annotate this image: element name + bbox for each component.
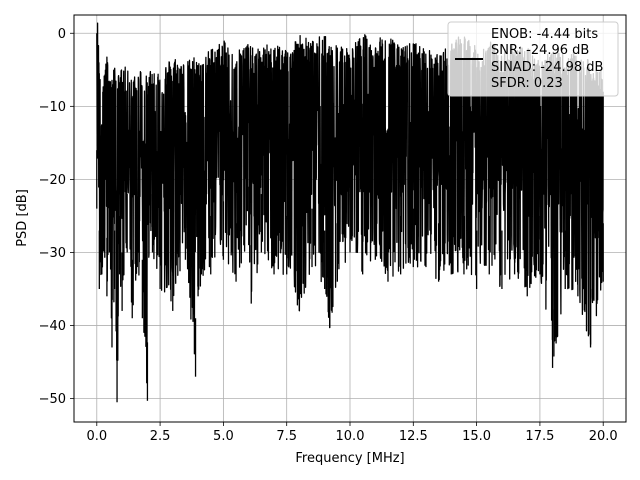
x-axis-label: Frequency [MHz] xyxy=(295,451,404,466)
legend-snr: SNR: -24.96 dB xyxy=(491,43,589,58)
x-tick-label: 20.0 xyxy=(589,429,618,444)
x-tick-label: 10.0 xyxy=(336,429,365,444)
psd-series-line xyxy=(96,22,604,384)
x-tick-label: 2.5 xyxy=(150,429,171,444)
y-tick-label: −20 xyxy=(39,173,66,188)
legend-sinad: SINAD: -24.98 dB xyxy=(491,60,603,75)
x-tick-label: 7.5 xyxy=(276,429,297,444)
legend-enob: ENOB: -4.44 bits xyxy=(491,27,598,42)
y-tick-label: −50 xyxy=(39,392,66,407)
y-tick-label: −10 xyxy=(39,100,66,115)
legend: ENOB: -4.44 bits SNR: -24.96 dB SINAD: -… xyxy=(447,21,619,97)
y-tick-label: 0 xyxy=(58,27,66,42)
y-axis: 0 −10 −20 −30 −40 −50 xyxy=(39,27,74,407)
x-tick-label: 12.5 xyxy=(399,429,428,444)
x-axis: 0.0 2.5 5.0 7.5 10.0 12.5 15.0 17.5 20.0 xyxy=(86,422,618,444)
x-tick-label: 15.0 xyxy=(462,429,491,444)
series-group xyxy=(96,22,604,403)
x-tick-label: 17.5 xyxy=(525,429,554,444)
x-tick-label: 5.0 xyxy=(213,429,234,444)
y-tick-label: −40 xyxy=(39,319,66,334)
x-tick-label: 0.0 xyxy=(86,429,107,444)
legend-box xyxy=(447,21,619,97)
legend-sfdr: SFDR: 0.23 xyxy=(491,76,563,91)
y-axis-label: PSD [dB] xyxy=(15,189,30,247)
y-tick-label: −30 xyxy=(39,246,66,261)
